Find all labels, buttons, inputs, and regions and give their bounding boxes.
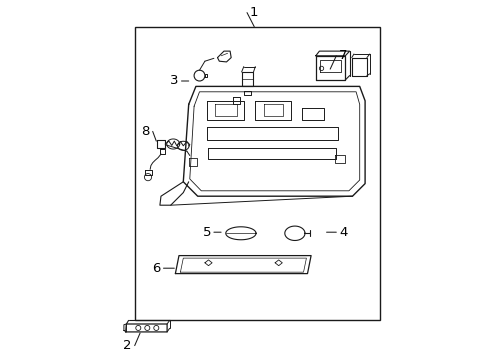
Bar [134, 27, 379, 320]
Text: 4: 4 [339, 226, 347, 239]
Text: 6: 6 [152, 262, 160, 275]
Text: 3: 3 [170, 75, 178, 87]
Text: 2: 2 [123, 339, 131, 352]
Text: 1: 1 [249, 6, 258, 19]
Text: 7: 7 [339, 49, 347, 62]
Text: 5: 5 [202, 226, 210, 239]
Text: 8: 8 [141, 125, 149, 138]
